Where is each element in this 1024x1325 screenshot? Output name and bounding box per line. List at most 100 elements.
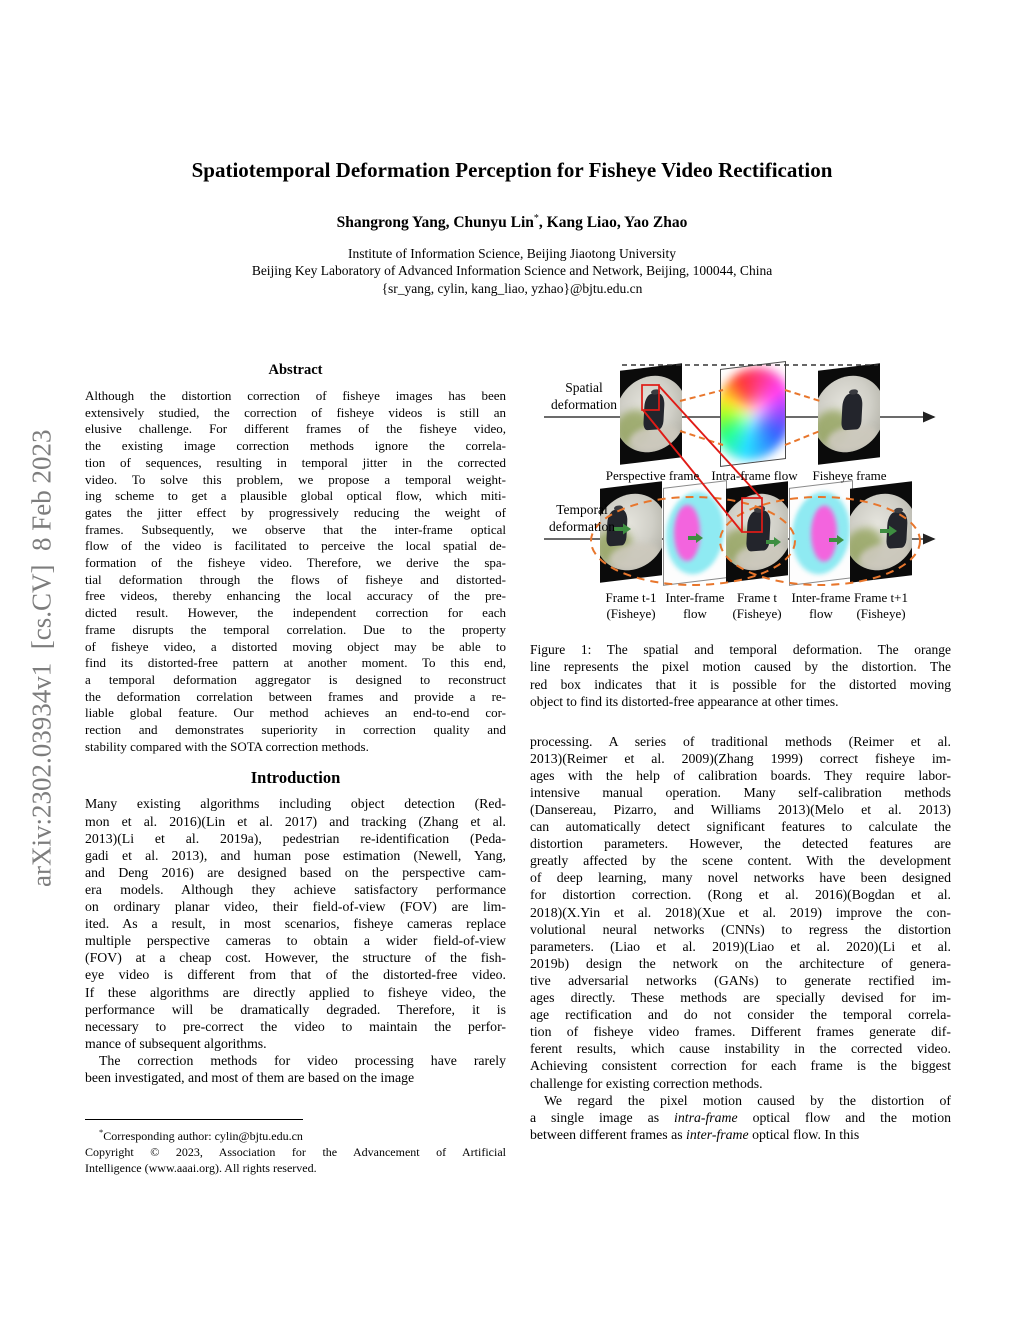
right-column-text: processing. A series of traditional meth… bbox=[530, 733, 951, 1143]
left-column: Abstract Although the distortion correct… bbox=[85, 362, 506, 1086]
text-line: the deformation correlation between fram… bbox=[85, 688, 506, 704]
introduction-heading: Introduction bbox=[250, 768, 341, 788]
text-line: ing scheme to get a plausible global opt… bbox=[85, 488, 506, 504]
footnote-text: *Corresponding author: cylin@bjtu.edu.cn… bbox=[85, 1124, 506, 1177]
text-line: elusive challenge. For different frames … bbox=[85, 421, 506, 437]
text-line: find its distorted-free pattern at anoth… bbox=[85, 655, 506, 671]
label-line: Frame t+1 bbox=[854, 590, 908, 605]
text-line: Although the distortion correction of fi… bbox=[85, 388, 506, 403]
text-line: ited. As a result, in most scenarios, fi… bbox=[85, 916, 506, 932]
email-line: {sr_yang, cylin, kang_liao, yzhao}@bjtu.… bbox=[381, 281, 643, 296]
text-line: tion of fisheye video frames. Different … bbox=[530, 1024, 951, 1040]
authors-line: Shangrong Yang, Chunyu Lin*, Kang Liao, … bbox=[0, 213, 1024, 232]
paragraph: The correction methods for video process… bbox=[85, 1052, 506, 1086]
text-line: rection and demonstrates superiority in … bbox=[85, 722, 506, 738]
text-line: era models. Although they achieve satisf… bbox=[85, 881, 506, 897]
text-line: red box indicates that it is possible fo… bbox=[530, 676, 951, 692]
text-line: dicted result. However, the independent … bbox=[85, 605, 506, 621]
text-line: gadi et al. 2013), and human pose estima… bbox=[85, 847, 506, 863]
text-line: The correction methods for video process… bbox=[99, 1052, 506, 1068]
text-line: intensive manual operation. Many self-ca… bbox=[530, 784, 951, 800]
text-line: for distortion correction. (Rong et al. … bbox=[530, 887, 951, 903]
text-line: We regard the pixel motion caused by the… bbox=[544, 1092, 951, 1108]
red-highlight-annotations bbox=[641, 384, 763, 533]
authors-main: Shangrong Yang, Chunyu Lin bbox=[336, 214, 534, 232]
figure-connectors-layer bbox=[590, 364, 921, 586]
inter-frame-flow-label-1: Inter-frame flow bbox=[655, 590, 735, 622]
label-line: Frame t-1 bbox=[605, 590, 657, 605]
text-line: (FOV) at a cheap cost. However, the stru… bbox=[85, 950, 506, 966]
text-line: Achieving consistent correction for each… bbox=[530, 1058, 951, 1074]
label-line: (Fisheye) bbox=[732, 606, 782, 621]
spatial-deformation-label: Spatial deformation bbox=[538, 380, 630, 413]
text-line: Copyright © 2023, Association for the Ad… bbox=[85, 1145, 506, 1160]
text-line: 2019b) design the network on the archite… bbox=[530, 955, 951, 971]
affiliation-line-2: Beijing Key Laboratory of Advanced Infor… bbox=[251, 263, 773, 278]
text-line: performance will be dramatically degrade… bbox=[85, 1001, 506, 1017]
red-highlight-box bbox=[641, 384, 660, 411]
red-beam-line bbox=[658, 385, 763, 500]
corresponding-author-mark: * bbox=[533, 213, 539, 224]
text-line: video. To solve this problem, we propose… bbox=[85, 471, 506, 487]
text-line: 2018)(X.Yin et al. 2018)(Xue et al. 2019… bbox=[530, 904, 951, 920]
text-line: Figure 1: The spatial and temporal defor… bbox=[530, 642, 951, 657]
intra-frame-flow-label: Intra-frame flow bbox=[711, 468, 798, 483]
red-beam-line bbox=[642, 409, 743, 533]
paragraph: Figure 1: The spatial and temporal defor… bbox=[530, 641, 951, 711]
footnote: *Corresponding author: cylin@bjtu.edu.cn… bbox=[85, 1119, 506, 1177]
perspective-frame-label: Perspective frame bbox=[605, 468, 700, 483]
text-line: extensively studied, the correction of f… bbox=[85, 404, 506, 420]
text-line: object to find its distorted-free appear… bbox=[530, 694, 839, 710]
text-line: been investigated, and most of them are … bbox=[85, 1069, 415, 1085]
arxiv-watermark: arXiv:2302.03934v1 [cs.CV] 8 Feb 2023 bbox=[26, 429, 57, 887]
text-line: between different frames as inter-frame … bbox=[530, 1126, 860, 1142]
text-line: tion of sequences, resulting in temporal… bbox=[85, 454, 506, 470]
temporal-deformation-label: Temporal deformation bbox=[534, 502, 630, 535]
temporal-orange-ellipses bbox=[590, 496, 921, 586]
red-highlight-box bbox=[741, 497, 763, 533]
paragraph: We regard the pixel motion caused by the… bbox=[530, 1092, 951, 1143]
paper-title: Spatiotemporal Deformation Perception fo… bbox=[191, 158, 833, 182]
paragraph: Although the distortion correction of fi… bbox=[85, 388, 506, 755]
label-line: deformation bbox=[549, 518, 615, 534]
label-line: (Fisheye) bbox=[856, 606, 906, 621]
text-line: eye video is different from that of the … bbox=[85, 967, 506, 983]
label-line: Spatial bbox=[565, 380, 603, 395]
text-line: *Corresponding author: cylin@bjtu.edu.cn bbox=[99, 1127, 303, 1143]
text-line: a single image as intra-frame optical fl… bbox=[530, 1109, 951, 1125]
abstract-text: Although the distortion correction of fi… bbox=[85, 388, 506, 755]
authors-rest: , Kang Liao, Yao Zhao bbox=[538, 214, 688, 232]
affiliation-line-1: Institute of Information Science, Beijin… bbox=[347, 246, 677, 261]
text-line: If these algorithms are directly applied… bbox=[85, 984, 506, 1000]
label-line: Inter-frame bbox=[791, 590, 851, 605]
text-line: and Deng 2016) are designed based on the… bbox=[85, 864, 506, 880]
label-line: flow bbox=[809, 606, 833, 621]
text-line: frame disrupts the temporal correlation.… bbox=[85, 621, 506, 637]
orange-correspondence-lines bbox=[679, 389, 821, 446]
text-line: a temporal deformation aggregator is des… bbox=[85, 671, 506, 687]
text-line: age rectification and do not consider th… bbox=[530, 1007, 951, 1023]
text-line: can automatically detect significant fea… bbox=[530, 819, 951, 835]
paragraph: Many existing algorithms including objec… bbox=[85, 795, 506, 1051]
frame-t-minus-1-label: Frame t-1 (Fisheye) bbox=[591, 590, 671, 622]
footnote-rule bbox=[85, 1119, 303, 1120]
label-line: flow bbox=[683, 606, 707, 621]
frame-t-plus-1-label: Frame t+1 (Fisheye) bbox=[841, 590, 921, 622]
text-line: free videos, thereby enhancing the local… bbox=[85, 588, 506, 604]
text-line: gates the jitter effect by progressively… bbox=[85, 504, 506, 520]
text-line: mon et al. 2016)(Lin et al. 2017) and tr… bbox=[85, 813, 506, 829]
text-line: frames. Subsequently, we observe that th… bbox=[85, 521, 506, 537]
text-line: tial deformation through the flows of fi… bbox=[85, 571, 506, 587]
text-line: of deep learning, many novel networks ha… bbox=[530, 870, 951, 886]
text-line: 2013)(Reimer et al. 2009)(Zhang 1999) co… bbox=[530, 750, 951, 766]
label-line: Inter-frame bbox=[665, 590, 725, 605]
text-line: formation of the fisheye video. Therefor… bbox=[85, 555, 506, 571]
text-line: necessary to pre-correct the video to ma… bbox=[85, 1018, 506, 1034]
text-line: (Dansereau, Pizarro, and Williams 2013)(… bbox=[530, 802, 951, 817]
label-line: (Fisheye) bbox=[606, 606, 656, 621]
paragraph: *Corresponding author: cylin@bjtu.edu.cn bbox=[85, 1124, 506, 1144]
fisheye-frame-label: Fisheye frame bbox=[812, 468, 887, 483]
text-line: ages directly. These methods are special… bbox=[530, 990, 951, 1006]
text-line: Intelligence (www.aaai.org). All rights … bbox=[85, 1161, 317, 1176]
